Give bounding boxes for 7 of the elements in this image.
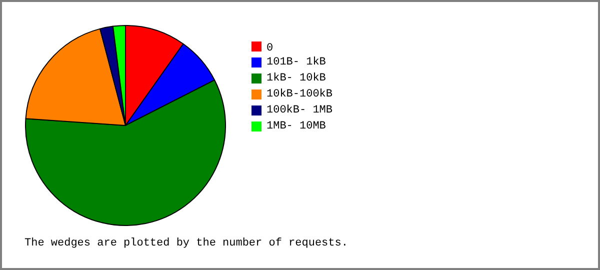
legend-label: 100kB- 1MB	[266, 104, 333, 116]
text: The wedges are plotted by the number of requests.	[24, 238, 348, 250]
legend-label: 1kB- 10kB	[266, 72, 326, 84]
legend-label: 0	[266, 42, 274, 54]
legend-label: 1MB- 10MB	[266, 120, 326, 132]
legend-label: 10kB-100kB	[266, 88, 333, 100]
legend-label: 101B- 1kB	[266, 56, 326, 68]
